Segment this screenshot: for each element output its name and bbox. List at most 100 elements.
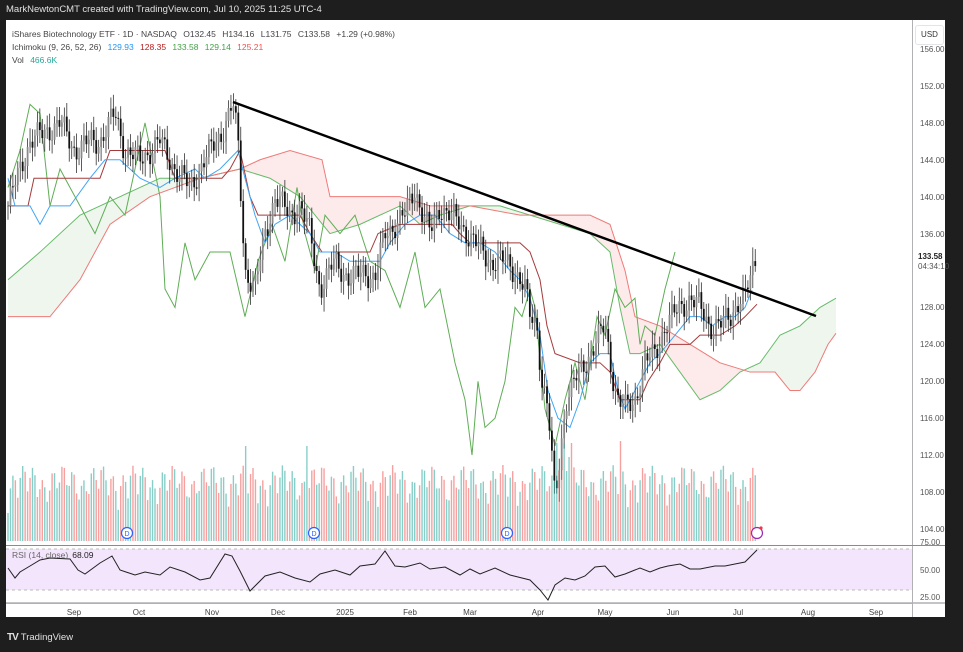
candle-body	[688, 295, 690, 311]
candle-body	[141, 161, 144, 164]
volume-bar	[673, 477, 676, 541]
kumo-cloud	[296, 152, 298, 196]
kumo-cloud	[494, 205, 496, 211]
kumo-cloud	[648, 321, 650, 350]
kumo-cloud	[774, 340, 776, 374]
candle-body	[482, 236, 485, 251]
candle-body	[24, 166, 27, 172]
volume-bar	[485, 492, 487, 541]
volume-bar	[218, 492, 220, 541]
volume-bar	[649, 476, 651, 541]
symbol-name[interactable]: iShares Biotechnology ETF · 1D · NASDAQ	[12, 29, 177, 39]
candle-body	[163, 137, 166, 140]
kumo-cloud	[720, 362, 722, 391]
volume-bar	[409, 493, 411, 541]
kumo-cloud	[396, 196, 398, 208]
candle-body	[668, 314, 671, 333]
ichimoku-tenkan: 129.93	[107, 42, 134, 52]
candle-body	[208, 139, 210, 158]
pane-separator[interactable]	[6, 545, 945, 546]
volume-bar	[90, 473, 92, 541]
candle-body	[641, 369, 644, 394]
candle-body	[16, 167, 19, 185]
kumo-cloud	[184, 178, 186, 185]
kumo-cloud	[752, 365, 754, 373]
candle-body	[509, 254, 512, 267]
kumo-cloud	[734, 367, 736, 378]
volume-bar	[58, 482, 61, 541]
volume-bar	[220, 477, 222, 541]
kumo-cloud	[810, 314, 812, 379]
kumo-cloud	[44, 246, 46, 317]
kumo-cloud	[688, 343, 690, 386]
candle-body	[31, 141, 34, 148]
volume-bar	[382, 471, 384, 541]
volume-bar	[166, 490, 168, 541]
candle-body	[551, 430, 553, 451]
volume-bar	[727, 491, 729, 541]
volume-bar	[235, 483, 237, 541]
candle-body	[151, 153, 154, 165]
volume-bar	[374, 491, 377, 541]
candle-body	[744, 287, 747, 289]
volume-bar	[445, 499, 448, 541]
kumo-cloud	[150, 181, 152, 197]
volume-bar	[75, 493, 78, 541]
volume-bar	[9, 488, 12, 541]
kumo-cloud	[286, 151, 288, 190]
volume-bar	[66, 485, 68, 541]
kumo-cloud	[160, 178, 162, 193]
candle-body	[259, 259, 262, 272]
rsi-label[interactable]: RSI (14, close)	[12, 550, 69, 560]
volume-bar	[149, 487, 151, 541]
kumo-cloud	[784, 332, 786, 386]
candle-body	[749, 275, 752, 290]
kumo-cloud	[488, 205, 490, 210]
dividend-marker-label: D	[311, 531, 316, 538]
kumo-cloud	[398, 196, 400, 207]
kumo-cloud	[344, 196, 346, 230]
kumo-cloud	[72, 220, 74, 290]
volume-bar	[232, 475, 235, 541]
volume-bar	[286, 490, 288, 541]
candle-body	[269, 223, 272, 236]
candle-body	[78, 158, 80, 160]
volume-bar	[293, 477, 296, 541]
volume-bar	[629, 490, 631, 541]
price-tick: 124.00	[920, 340, 945, 349]
volume-bar	[46, 501, 48, 541]
symbol-line: iShares Biotechnology ETF · 1D · NASDAQ …	[12, 28, 399, 41]
candle-body	[580, 360, 583, 368]
kumo-cloud	[114, 198, 116, 222]
volume-bar	[575, 482, 578, 541]
kumo-cloud	[678, 336, 680, 373]
kumo-cloud	[604, 221, 606, 249]
volume-bar	[558, 471, 560, 541]
currency-button[interactable]: USD	[915, 25, 944, 45]
volume-label[interactable]: Vol	[12, 55, 24, 65]
kumo-cloud	[622, 261, 624, 326]
candle-body	[644, 353, 646, 370]
volume-bar	[115, 490, 117, 541]
volume-bar	[681, 467, 683, 541]
candle-body	[288, 210, 291, 216]
price-axis[interactable]	[912, 20, 946, 617]
candle-body	[541, 369, 543, 388]
volume-bar	[587, 496, 590, 541]
volume-bar	[97, 488, 100, 541]
tradingview-logo[interactable]: TV TradingView	[7, 632, 73, 643]
volume-bar	[492, 471, 494, 541]
time-axis[interactable]	[6, 603, 912, 618]
last-price-label: 133.58	[918, 252, 943, 261]
candle-body	[467, 243, 470, 247]
volume-bar	[448, 500, 450, 541]
footer-bar	[0, 617, 963, 652]
kumo-cloud	[826, 302, 828, 349]
kumo-cloud	[628, 284, 630, 354]
kumo-cloud	[364, 196, 366, 223]
candle-body	[747, 287, 749, 290]
volume-bar	[663, 483, 666, 541]
ichimoku-label[interactable]: Ichimoku (9, 26, 52, 26)	[12, 42, 102, 52]
kumo-cloud	[292, 151, 294, 193]
